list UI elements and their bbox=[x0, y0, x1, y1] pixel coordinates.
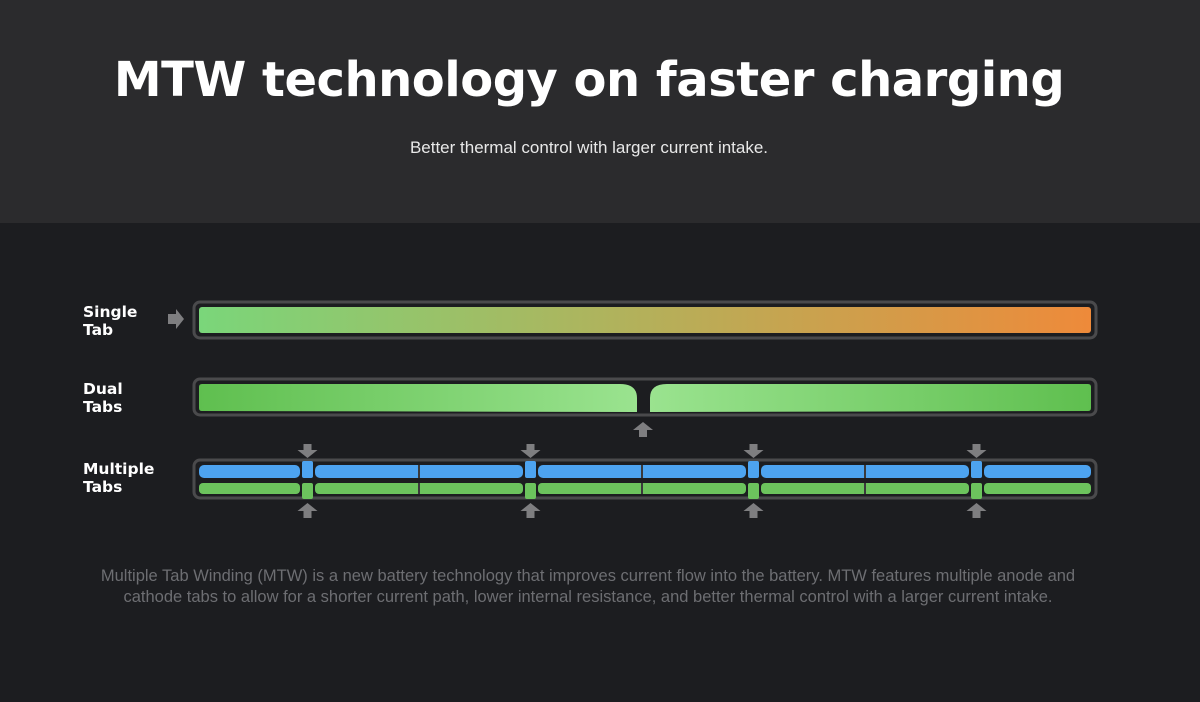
page-title: MTW technology on faster charging bbox=[113, 52, 1065, 108]
up-arrow-icon bbox=[966, 503, 987, 518]
cathode-segment bbox=[199, 483, 300, 494]
mtw-description: Multiple Tab Winding (MTW) is a new batt… bbox=[100, 567, 1076, 606]
page-subtitle: Better thermal control with larger curre… bbox=[409, 138, 769, 157]
dual-tabs-row bbox=[192, 377, 1098, 437]
down-arrow-icon bbox=[743, 444, 764, 458]
down-arrow-icon bbox=[297, 444, 318, 458]
up-arrow-icon bbox=[297, 503, 318, 518]
multiple-tabs-frame bbox=[192, 458, 1098, 500]
anode-tab bbox=[971, 461, 982, 478]
segment-divider bbox=[641, 465, 643, 478]
single-tab-arrow-icon bbox=[168, 309, 184, 329]
dual-tabs-label: Dual Tabs bbox=[83, 380, 123, 416]
single-tab-cell bbox=[199, 307, 1091, 333]
segment-divider bbox=[418, 483, 420, 494]
segment-divider bbox=[864, 483, 866, 494]
anode-segment bbox=[199, 465, 300, 478]
cathode-segment bbox=[984, 483, 1091, 494]
multiple-tabs-row bbox=[192, 444, 1098, 518]
anode-tab bbox=[302, 461, 313, 478]
cathode-tab bbox=[971, 483, 982, 499]
down-arrow-icon bbox=[520, 444, 541, 458]
down-arrow-icon bbox=[966, 444, 987, 458]
segment-divider bbox=[418, 465, 420, 478]
dual-tabs-left-cell bbox=[199, 384, 637, 412]
header-band bbox=[0, 0, 1200, 223]
cathode-tab bbox=[748, 483, 759, 499]
single-tab-row bbox=[168, 300, 1098, 340]
segment-divider bbox=[641, 483, 643, 494]
dual-tabs-arrow-icon bbox=[633, 422, 653, 437]
anode-tab bbox=[525, 461, 536, 478]
single-tab-frame bbox=[192, 300, 1098, 340]
single-tab-label: Single Tab bbox=[83, 303, 138, 339]
dual-tabs-frame bbox=[192, 377, 1098, 417]
dual-tabs-right-cell bbox=[650, 384, 1091, 412]
anode-tab bbox=[748, 461, 759, 478]
cathode-tab bbox=[302, 483, 313, 499]
up-arrow-icon bbox=[743, 503, 764, 518]
cathode-tab bbox=[525, 483, 536, 499]
multiple-tabs-label: Multiple Tabs bbox=[83, 460, 155, 496]
up-arrow-icon bbox=[520, 503, 541, 518]
anode-segment bbox=[984, 465, 1091, 478]
segment-divider bbox=[864, 465, 866, 478]
